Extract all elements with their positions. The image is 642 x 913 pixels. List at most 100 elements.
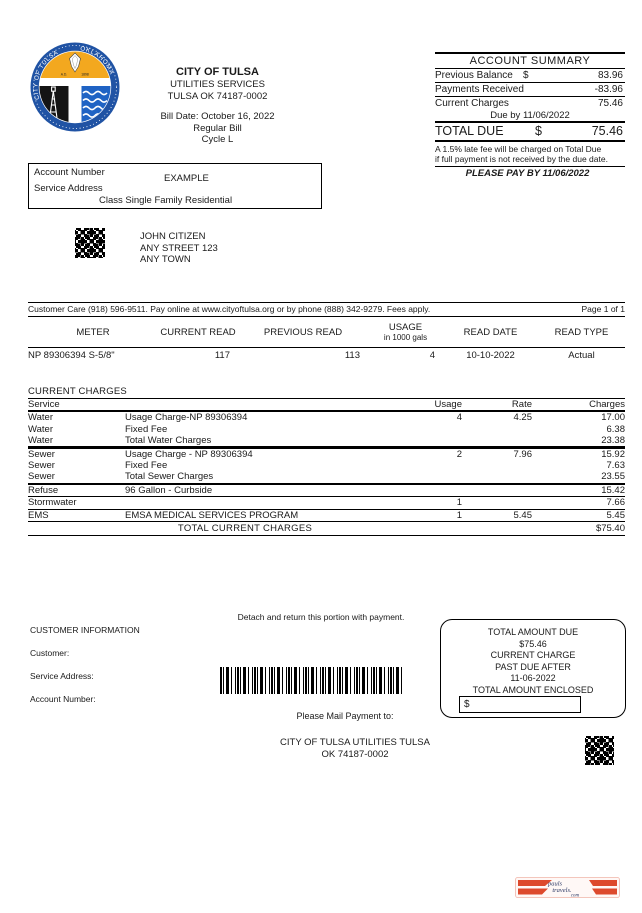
charge-row-sewer-usage: Sewer Usage Charge - NP 89306394 2 7.96 … — [28, 449, 625, 460]
usage-cell — [402, 435, 462, 446]
rate-cell — [462, 424, 532, 435]
detach-notice: Detach and return this portion with paym… — [237, 612, 405, 622]
row-label: Payments Received — [435, 84, 524, 95]
usage-cell: 1 — [456, 509, 462, 521]
charges-cell: 17.00 — [601, 412, 625, 424]
description-cell: 96 Gallon - Curbside — [125, 485, 213, 497]
account-number-value: EXAMPLE — [164, 173, 209, 184]
summary-row-previous-balance: Previous Balance $ 83.96 — [435, 69, 625, 83]
seal-year-text: 1898 — [81, 73, 89, 77]
rate-cell — [462, 460, 532, 471]
page-indicator: Page 1 of 1 — [581, 304, 625, 314]
account-number-label: Account Number — [34, 167, 105, 178]
summary-row-total-due: TOTAL DUE $ 75.46 — [435, 123, 625, 142]
org-dept: UTILITIES SERVICES — [170, 79, 265, 90]
description-cell: Usage Charge - NP 89306394 — [125, 448, 253, 460]
total-due-value: 75.46 — [591, 124, 623, 138]
seal-ad-text: A.D. — [61, 73, 68, 77]
row-label: Previous Balance — [435, 70, 513, 81]
total-current-charges-value: $75.40 — [595, 522, 625, 534]
service-cell: Water — [28, 423, 53, 435]
bill-date: Bill Date: October 16, 2022 — [160, 111, 275, 122]
remittance-amount-box: TOTAL AMOUNT DUE $75.46 CURRENT CHARGE P… — [440, 619, 626, 718]
org-name: CITY OF TULSA — [176, 66, 259, 78]
bill-header: CITY OF TULSA UTILITIES SERVICES TULSA O… — [125, 66, 310, 146]
service-address-label: Service Address: — [30, 671, 94, 681]
late-fee-note-line2: if full payment is not received by the d… — [435, 154, 608, 164]
current-charges-title: CURRENT CHARGES — [28, 386, 127, 397]
col-description — [125, 399, 402, 410]
meter-table-header: METER CURRENT READ PREVIOUS READ USAGE i… — [28, 317, 625, 347]
total-due-label: TOTAL DUE — [435, 124, 504, 138]
account-summary-table: ACCOUNT SUMMARY Previous Balance $ 83.96… — [435, 52, 625, 167]
usage-cell — [402, 424, 462, 435]
description-cell: Total Water Charges — [125, 434, 212, 446]
rate-cell: 5.45 — [513, 509, 533, 521]
current-charges-section: CURRENT CHARGES Service Usage Rate Charg… — [28, 386, 625, 536]
watermark-word-3: com — [571, 894, 580, 899]
charges-cell: 6.38 — [606, 423, 626, 435]
currency-symbol: $ — [523, 70, 529, 81]
service-cell: Sewer — [28, 448, 55, 460]
org-address: TULSA OK 74187-0002 — [167, 90, 268, 102]
col-read-date: READ DATE — [463, 326, 518, 338]
service-cell: Water — [28, 434, 53, 446]
rate-cell — [462, 485, 532, 496]
description-cell: Total Sewer Charges — [125, 471, 214, 483]
charges-cell: 15.92 — [601, 448, 625, 460]
currency-symbol: $ — [535, 124, 542, 138]
divider — [28, 508, 625, 510]
charge-row-sewer-total: Sewer Total Sewer Charges 23.55 — [28, 471, 625, 482]
service-cell: EMS — [28, 509, 49, 521]
col-charges: Charges — [589, 399, 625, 410]
divider — [28, 496, 625, 498]
seal-arrowhead — [69, 52, 81, 73]
col-usage: Usage — [434, 399, 462, 410]
customer-information-title: CUSTOMER INFORMATION — [30, 625, 140, 635]
total-current-charges-label: TOTAL CURRENT CHARGES — [177, 522, 313, 534]
customer-city: ANY TOWN — [140, 254, 191, 265]
service-cell: Water — [28, 412, 53, 424]
remit-qr-code — [585, 736, 614, 765]
customer-street: ANY STREET 123 — [140, 242, 218, 254]
usage-cell — [402, 471, 462, 482]
late-fee-note: A 1.5% late fee will be charged on Total… — [435, 142, 625, 167]
meter-id: NP 89306394 S-5/8" — [28, 350, 115, 361]
service-class-value: Class Single Family Residential — [99, 195, 233, 206]
mail-payment-instruction: Please Mail Payment to: — [296, 711, 394, 721]
total-amount-enclosed-label: TOTAL AMOUNT ENCLOSED — [472, 684, 594, 695]
col-current-read: CURRENT READ — [160, 326, 236, 338]
charge-row-ems: EMS EMSA MEDICAL SERVICES PROGRAM 1 5.45… — [28, 510, 625, 521]
account-number-box: Account Number EXAMPLE Service Address C… — [28, 163, 322, 209]
rate-cell — [462, 471, 532, 482]
service-cell: Sewer — [28, 471, 55, 483]
description-cell: Fixed Fee — [125, 423, 168, 435]
watermark-word-2: travels. — [552, 887, 572, 894]
total-amount-due-value: $75.46 — [519, 638, 547, 649]
charges-cell: 23.55 — [601, 471, 625, 483]
charges-cell: 7.63 — [606, 459, 626, 471]
rate-cell — [462, 497, 532, 508]
charges-cell: 7.66 — [606, 497, 626, 509]
charge-row-refuse: Refuse 96 Gallon - Curbside 15.42 — [28, 485, 625, 496]
customer-care-line: Customer Care (918) 596-9511. Pay online… — [28, 304, 431, 314]
amount-enclosed-input[interactable]: $ — [459, 696, 581, 713]
city-of-tulsa-seal-logo: CITY OF TULSA OKLAHOMA A.D. — [30, 42, 120, 132]
usage-cell — [402, 485, 462, 496]
divider — [28, 482, 625, 486]
col-service: Service — [28, 399, 60, 410]
description-cell: Usage Charge-NP 89306394 — [125, 412, 248, 424]
col-usage: USAGE in 1000 gals — [368, 322, 443, 342]
bill-cycle: Cycle L — [201, 134, 234, 145]
col-usage-units: in 1000 gals — [383, 333, 428, 342]
service-address-label: Service Address — [34, 183, 103, 194]
service-cell: Refuse — [28, 485, 59, 497]
description-cell: EMSA MEDICAL SERVICES PROGRAM — [125, 509, 299, 521]
past-due-after-label: PAST DUE AFTER — [495, 661, 571, 672]
payment-barcode — [220, 667, 405, 694]
row-value: -83.96 — [594, 84, 623, 95]
address-qr-code — [75, 228, 105, 258]
past-due-date: 11-06-2022 — [510, 673, 556, 683]
charge-row-water-total: Water Total Water Charges 23.38 — [28, 435, 625, 446]
